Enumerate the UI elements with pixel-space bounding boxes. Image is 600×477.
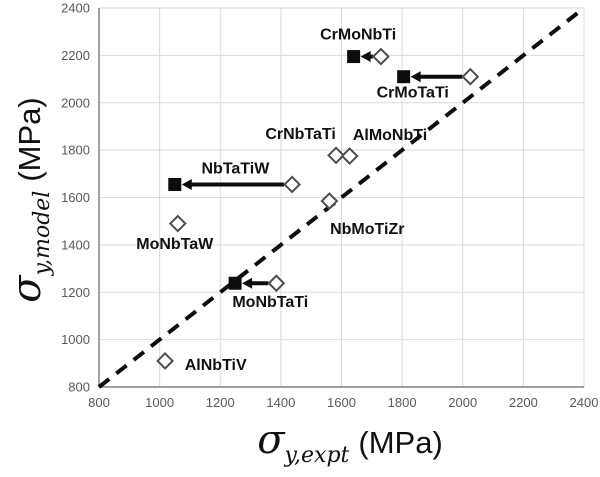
arrow-head-CrMoTaTi (410, 71, 421, 83)
alloy-label-NbMoTiZr: NbMoTiZr (330, 221, 404, 238)
diamond-marker-AlMoNbTi (340, 147, 359, 165)
x-tick-label-1000: 1000 (145, 395, 174, 410)
diamond-marker-CrMoNbTi (371, 47, 390, 66)
square-marker-CrMoNbTi (347, 50, 361, 64)
arrow-head-NbTaTiW (181, 178, 192, 190)
y-tick-label-800: 800 (68, 380, 90, 395)
y-tick-label-2200: 2200 (61, 48, 90, 63)
square-marker-MoNbTaTi (228, 276, 242, 290)
alloy-label-CrNbTaTi: CrNbTaTi (265, 126, 336, 143)
diamond-marker-CrNbTaTi (327, 146, 345, 165)
x-tick-label-1600: 1600 (327, 395, 356, 410)
y-tick-label-1200: 1200 (61, 285, 90, 300)
y-tick-label-1800: 1800 (61, 143, 90, 158)
y-tick-label-1600: 1600 (61, 190, 90, 205)
diamond-marker-MoNbTaW (168, 214, 187, 233)
square-marker-NbTaTiW (168, 177, 182, 191)
arrow-head-MoNbTaTi (242, 277, 253, 289)
alloy-label-CrMoNbTi: CrMoNbTi (320, 27, 396, 44)
diamond-marker-NbTaTiW (283, 175, 302, 194)
x-tick-label-1200: 1200 (206, 395, 235, 410)
alloy-label-CrMoTaTi: CrMoTaTi (377, 85, 449, 102)
x-axis-title: σy,expt (MPa) (257, 417, 443, 468)
diamond-marker-MoNbTaTi (267, 274, 286, 293)
x-tick-label-2400: 2400 (570, 395, 599, 410)
alloy-label-NbTaTiW: NbTaTiW (201, 160, 270, 177)
identity-line (97, 6, 586, 389)
x-tick-label-1800: 1800 (388, 395, 417, 410)
alloy-label-MoNbTaW: MoNbTaW (136, 236, 214, 253)
alloy-label-AlNbTiV: AlNbTiV (185, 357, 247, 374)
y-tick-label-2000: 2000 (61, 95, 90, 110)
square-marker-CrMoTaTi (397, 70, 411, 84)
diamond-marker-CrMoTaTi (461, 67, 480, 86)
x-tick-label-800: 800 (88, 395, 110, 410)
diamond-marker-NbMoTiZr (320, 192, 339, 210)
y-tick-label-2400: 2400 (61, 1, 90, 16)
arrow-head-CrMoNbTi (360, 51, 371, 63)
x-tick-label-2200: 2200 (509, 395, 538, 410)
alloy-label-AlMoNbTi: AlMoNbTi (353, 127, 427, 144)
y-tick-label-1400: 1400 (61, 237, 90, 252)
y-tick-label-1000: 1000 (61, 332, 90, 347)
alloy-label-MoNbTaTi: MoNbTaTi (232, 294, 308, 311)
diamond-marker-AlNbTiV (156, 352, 174, 370)
x-tick-label-2000: 2000 (448, 395, 477, 410)
y-axis-title: σy,model(MPa) (4, 97, 55, 302)
x-tick-label-1400: 1400 (266, 395, 295, 410)
